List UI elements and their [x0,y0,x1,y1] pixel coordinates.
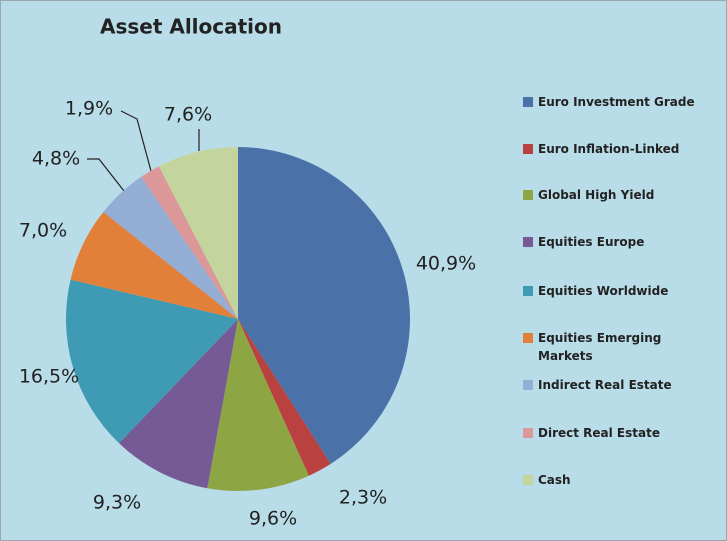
data-label: 7,0% [19,220,67,242]
legend-item: Euro Investment Grade [523,93,723,111]
legend-swatch [523,333,533,343]
legend-item: Euro Inflation-Linked [523,140,723,158]
legend-swatch [523,144,533,154]
legend-label: Euro Investment Grade [538,95,695,109]
data-label: 7,6% [164,104,212,126]
legend-swatch [523,380,533,390]
legend-item: Equities Emerging Markets [523,329,723,365]
data-label: 4,8% [32,148,80,170]
legend-label: Indirect Real Estate [538,378,672,392]
legend-swatch [523,428,533,438]
legend-label: Direct Real Estate [538,426,660,440]
legend-item: Global High Yield [523,186,723,204]
chart-title: Asset Allocation [100,15,282,39]
legend-item: Equities Worldwide [523,282,723,300]
legend-swatch [523,190,533,200]
legend-swatch [523,237,533,247]
legend-swatch [523,286,533,296]
data-label: 16,5% [19,366,79,388]
legend-item: Equities Europe [523,233,723,251]
pie-slice [66,279,238,444]
pie-slice [103,176,238,319]
pie-slice [238,147,411,464]
pie-slice [238,319,331,476]
legend-label: Equities Worldwide [538,284,669,298]
legend-item: Direct Real Estate [523,424,723,442]
data-label: 2,3% [339,487,387,509]
data-label: 9,6% [249,508,297,530]
legend-item: Indirect Real Estate [523,376,723,394]
data-label: 9,3% [93,492,141,514]
legend-label: Equities Europe [538,235,645,249]
pie-slice [158,147,238,319]
legend-label: Equities Emerging Markets [538,331,662,363]
pie-slice [207,319,309,492]
leader-line [120,110,152,172]
legend-swatch [523,475,533,485]
legend-label: Cash [538,473,571,487]
data-label: 40,9% [416,253,476,275]
legend-label: Euro Inflation-Linked [538,142,680,156]
legend-item: Cash [523,471,723,489]
pie-slice [118,319,238,489]
data-label: 1,9% [65,98,113,120]
pie-slice [141,166,238,319]
pie-slice [70,212,238,319]
legend-swatch [523,97,533,107]
legend-label: Global High Yield [538,188,655,202]
leader-line [87,158,125,192]
